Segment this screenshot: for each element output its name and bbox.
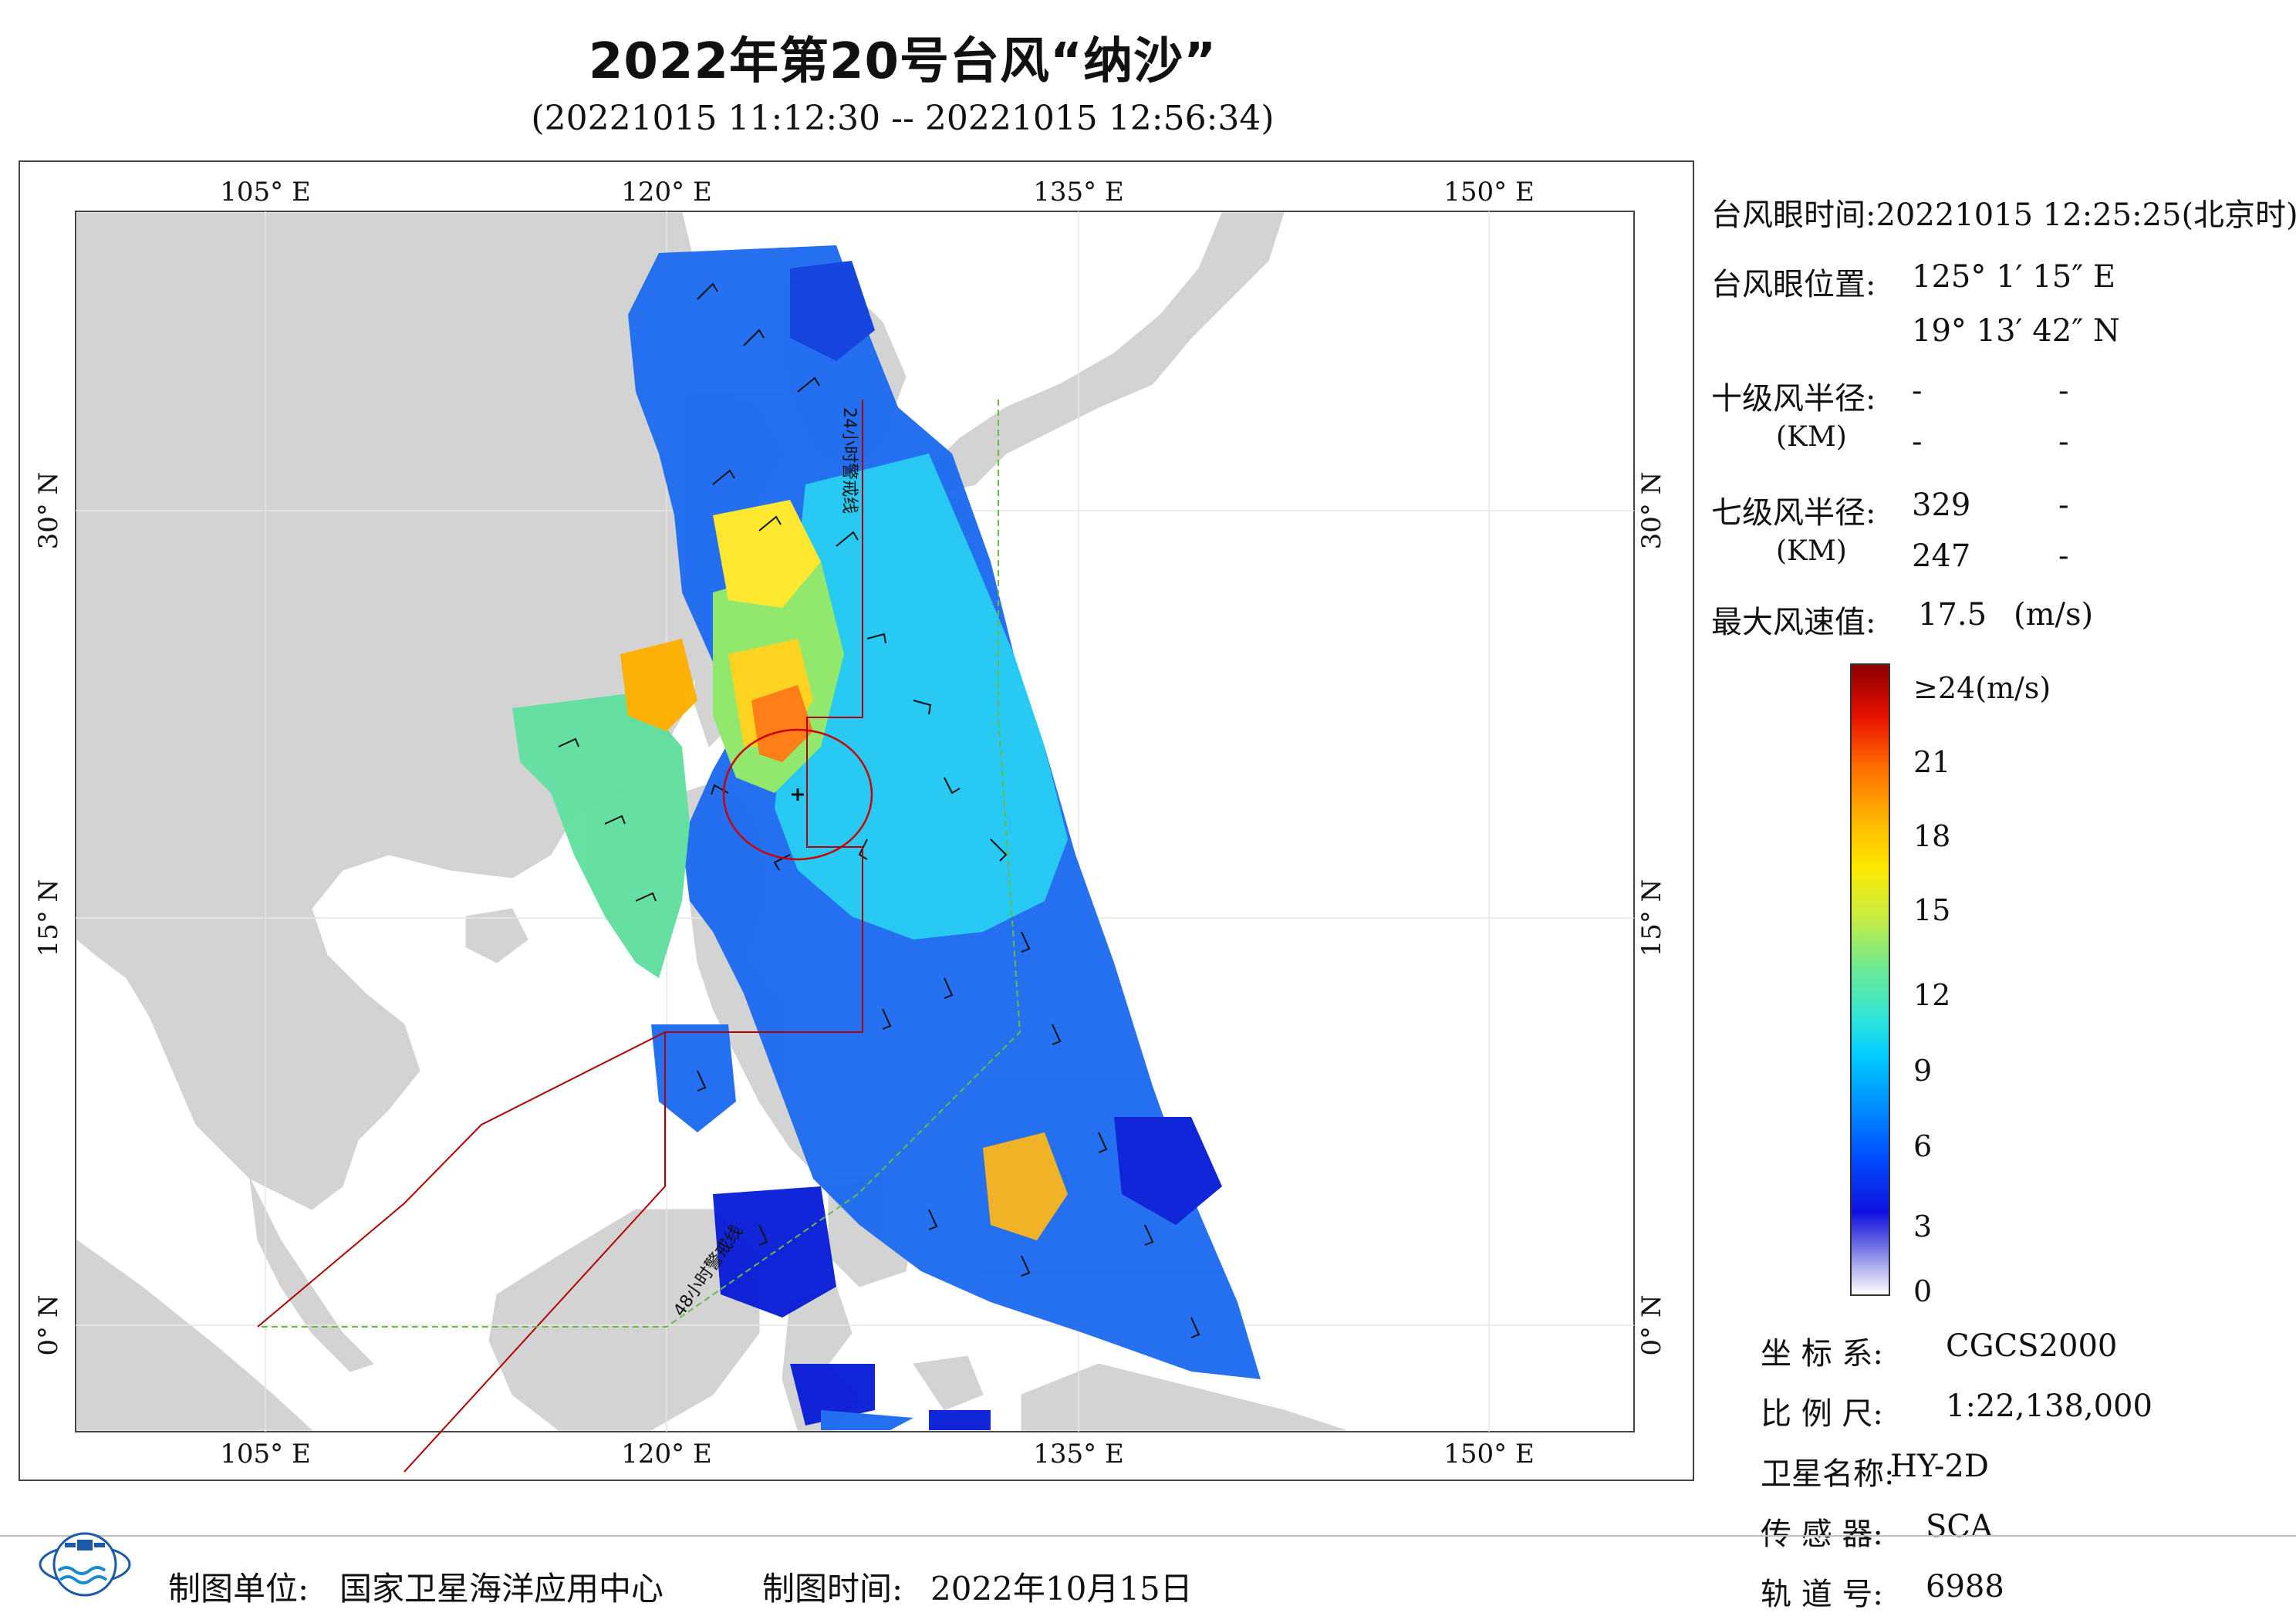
map-title: 2022年第20号台风“纳沙” <box>588 33 1217 90</box>
legend-top-label: ≥24(m/s) <box>1913 671 2051 705</box>
lon-label-top-135: 135° E <box>1033 177 1124 208</box>
warning-24h-label: 24小时警戒线 <box>839 407 859 514</box>
lon-label-bottom-150: 150° E <box>1443 1439 1535 1469</box>
legend-tick-21: 21 <box>1913 745 1951 779</box>
r7-unit: (KM) <box>1776 535 1847 567</box>
map-subtitle: (20221015 11:12:30 -- 20221015 12:56:34) <box>531 99 1275 138</box>
eye-time-label: 台风眼时间: <box>1711 197 1876 233</box>
wind-speed-colorbar <box>1850 663 1890 1296</box>
satellite-value: HY-2D <box>1890 1449 1989 1484</box>
eye-time-value: 20221015 12:25:25(北京时) <box>1876 197 2296 233</box>
warning-line-24h <box>257 400 863 1473</box>
footer-time-value: 2022年10月15日 <box>930 1570 1193 1608</box>
r7-value-3: 247 <box>1912 538 1971 574</box>
legend-tick-6: 6 <box>1913 1129 1933 1163</box>
typhoon-eye[interactable] <box>722 728 873 861</box>
legend-tick-18: 18 <box>1913 819 1951 853</box>
lat-label-left-30: 30° N <box>33 472 64 550</box>
footer-unit-label: 制图单位: <box>168 1570 309 1608</box>
lon-label-bottom-135: 135° E <box>1033 1439 1124 1469</box>
max-wind-label: 最大风速值: <box>1711 605 1876 640</box>
crs-label: 坐 标 系: <box>1761 1336 1883 1372</box>
r10-unit: (KM) <box>1776 421 1847 453</box>
orbit-label: 轨 道 号: <box>1761 1577 1883 1612</box>
wind-field-map[interactable]: 24小时警戒线 48小时警戒线 105° E 120° E 135° E 150… <box>19 160 1694 1481</box>
map-frame <box>19 160 1694 1481</box>
r7-label: 七级风半径: <box>1711 495 1876 531</box>
eye-time-row: 台风眼时间:20221015 12:25:25(北京时) <box>1711 190 2296 235</box>
legend-tick-0: 0 <box>1913 1274 1933 1308</box>
legend-tick-9: 9 <box>1913 1054 1933 1088</box>
lat-label-right-30: 30° N <box>1636 472 1667 550</box>
legend-tick-3: 3 <box>1913 1210 1933 1243</box>
r10-value-2: - <box>2058 373 2069 409</box>
r10-value-4: - <box>2058 424 2069 460</box>
satellite-label: 卫星名称: <box>1761 1456 1895 1492</box>
r10-value-1: - <box>1912 373 1923 409</box>
lat-label-right-15: 15° N <box>1636 879 1667 957</box>
lat-label-right-0: 0° N <box>1636 1294 1667 1355</box>
footer-time-label: 制图时间: <box>762 1570 903 1608</box>
max-wind-unit: (m/s) <box>2014 597 2094 633</box>
crs-value: CGCS2000 <box>1946 1328 2118 1364</box>
orbit-value: 6988 <box>1926 1569 2004 1604</box>
footer-divider <box>0 1535 2296 1537</box>
legend-tick-15: 15 <box>1913 893 1951 927</box>
warning-line-48h <box>258 400 1021 1328</box>
lon-label-top-150: 150° E <box>1443 177 1535 208</box>
r10-value-3: - <box>1912 424 1923 460</box>
wind-field-swath <box>512 245 1261 1430</box>
r7-value-1: 329 <box>1912 488 1971 523</box>
lon-label-bottom-105: 105° E <box>220 1439 311 1469</box>
sensor-value: SCA <box>1926 1509 1993 1544</box>
lon-label-top-120: 120° E <box>621 177 712 208</box>
lat-label-left-15: 15° N <box>33 879 64 957</box>
sensor-label: 传 感 器: <box>1761 1517 1883 1552</box>
eye-lat-value: 19° 13′ 42″ N <box>1912 313 2120 349</box>
scale-label: 比 例 尺: <box>1761 1396 1883 1432</box>
eye-pos-label: 台风眼位置: <box>1711 267 1876 302</box>
scale-value: 1:22,138,000 <box>1946 1388 2152 1424</box>
footer-unit-value: 国家卫星海洋应用中心 <box>339 1570 664 1608</box>
r7-value-4: - <box>2058 538 2069 574</box>
eye-lon-value: 125° 1′ 15″ E <box>1912 259 2116 295</box>
nsoas-logo-icon <box>39 1532 131 1597</box>
wind-barbs <box>558 282 1200 1338</box>
r7-value-2: - <box>2058 488 2069 523</box>
lon-label-bottom-120: 120° E <box>621 1439 712 1469</box>
lon-label-top-105: 105° E <box>220 177 311 208</box>
max-wind-value: 17.5 <box>1918 597 1987 633</box>
r10-label: 十级风半径: <box>1711 381 1876 417</box>
graticule <box>76 211 1634 1432</box>
legend-tick-12: 12 <box>1913 978 1951 1012</box>
lat-label-left-0: 0° N <box>33 1294 64 1355</box>
